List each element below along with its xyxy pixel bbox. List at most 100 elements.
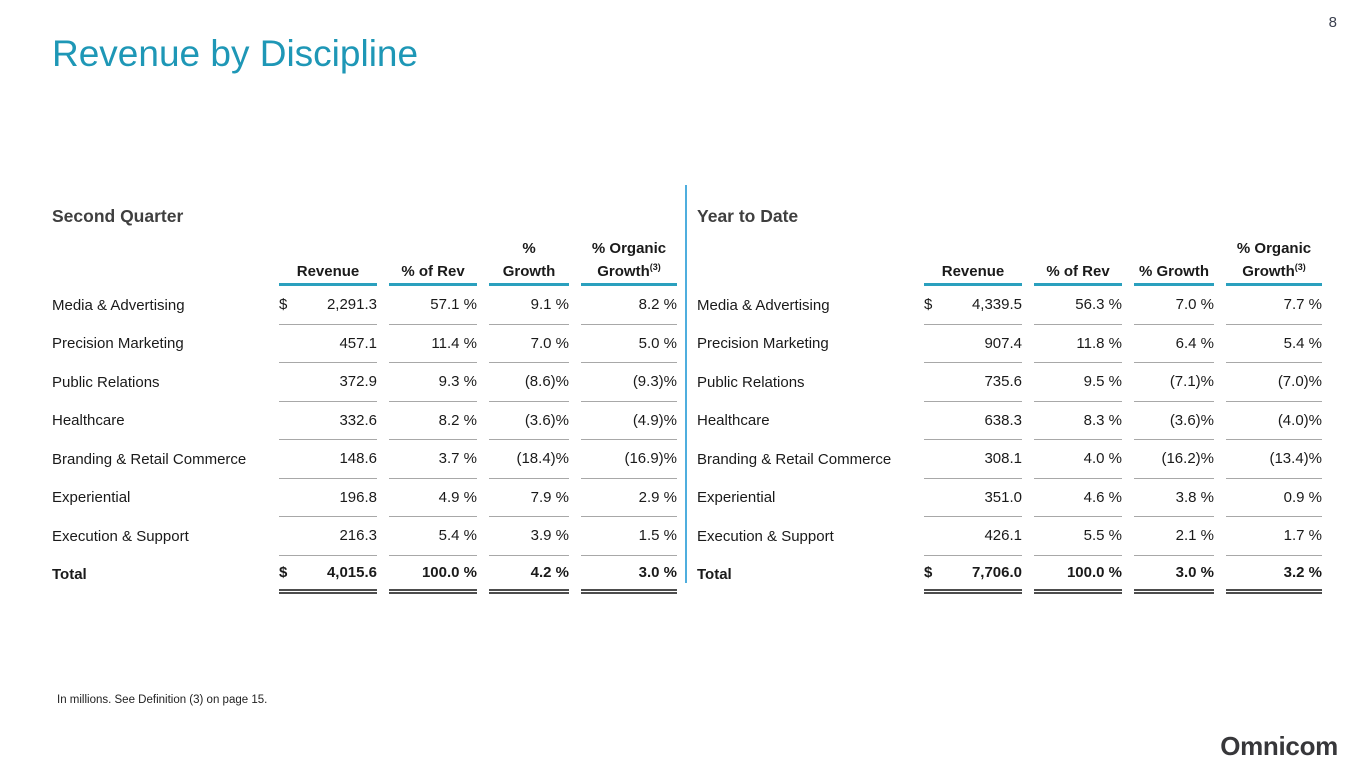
- revenue-cell: 372.9: [279, 363, 377, 402]
- revenue-value: 308.1: [984, 450, 1022, 468]
- pct-of-rev-cell: 9.5 %: [1034, 363, 1122, 402]
- revenue-value: 7,706.0: [971, 563, 1022, 581]
- pct-of-rev-cell: 8.3 %: [1034, 402, 1122, 440]
- revenue-value: 332.6: [339, 411, 377, 429]
- pct-organic-growth-cell: (13.4)%: [1226, 440, 1322, 479]
- column-header: % Growth: [1134, 239, 1214, 286]
- row-label: Branding & Retail Commerce: [697, 450, 892, 468]
- pct-growth-cell: (3.6)%: [1134, 402, 1214, 440]
- pct-of-rev-cell: 11.8 %: [1034, 325, 1122, 363]
- column-header: Revenue: [279, 239, 377, 286]
- column-header: % Growth: [489, 239, 569, 286]
- row-label: Execution & Support: [697, 527, 834, 545]
- column-header-line2: Growth(3): [1242, 262, 1306, 280]
- revenue-value: 148.6: [339, 450, 377, 468]
- pct-organic-growth-cell: (4.9)%: [581, 402, 677, 440]
- revenue-cell: 907.4: [924, 325, 1022, 363]
- revenue-cell: 426.1: [924, 517, 1022, 556]
- omnicom-logo: Omnicom: [1220, 731, 1338, 761]
- column-header-line2: Growth: [502, 263, 556, 280]
- pct-organic-growth-cell: 7.7 %: [1226, 286, 1322, 325]
- table-rows: Media & Advertising $2,291.3 57.1 % 9.1 …: [52, 286, 684, 594]
- page-number: 8: [1328, 14, 1337, 31]
- column-headers: Revenue % of Rev % Growth % Organic Grow…: [697, 239, 1329, 286]
- header-spacer: [697, 239, 912, 286]
- pct-growth-cell: 3.8 %: [1134, 479, 1214, 517]
- pct-growth-cell: (18.4)%: [489, 440, 569, 479]
- row-label: Healthcare: [697, 412, 770, 430]
- row-label: Public Relations: [697, 373, 805, 391]
- column-header-line1: % Organic: [591, 240, 667, 257]
- revenue-value: 216.3: [339, 527, 377, 545]
- pct-of-rev-cell: 5.5 %: [1034, 517, 1122, 556]
- pct-of-rev-cell: 3.7 %: [389, 440, 477, 479]
- revenue-cell: 148.6: [279, 440, 377, 479]
- pct-growth-cell: 9.1 %: [489, 286, 569, 325]
- column-header-line2: Revenue: [941, 263, 1005, 280]
- column-header: % of Rev: [1034, 239, 1122, 286]
- revenue-cell: 457.1: [279, 325, 377, 363]
- table-row: Total $7,706.0 100.0 % 3.0 % 3.2 %: [697, 556, 1329, 594]
- table-row: Branding & Retail Commerce 308.1 4.0 % (…: [697, 440, 1329, 479]
- row-label: Total: [697, 566, 732, 584]
- revenue-value: 351.0: [984, 488, 1022, 506]
- row-label: Experiential: [697, 489, 776, 507]
- pct-organic-growth-cell: (4.0)%: [1226, 402, 1322, 440]
- table-row: Execution & Support 216.3 5.4 % 3.9 % 1.…: [52, 517, 684, 556]
- pct-organic-growth-cell: 5.0 %: [581, 325, 677, 363]
- table-row: Precision Marketing 907.4 11.8 % 6.4 % 5…: [697, 325, 1329, 363]
- column-header-line2: Revenue: [296, 263, 360, 280]
- row-label: Precision Marketing: [52, 335, 184, 353]
- table-row: Experiential 351.0 4.6 % 3.8 % 0.9 %: [697, 479, 1329, 517]
- revenue-value: 2,291.3: [326, 296, 377, 314]
- table-row: Media & Advertising $2,291.3 57.1 % 9.1 …: [52, 286, 684, 325]
- column-header-line2: % Growth: [1139, 263, 1209, 280]
- pct-of-rev-cell: 4.9 %: [389, 479, 477, 517]
- pct-organic-growth-cell: (16.9)%: [581, 440, 677, 479]
- page-title: Revenue by Discipline: [52, 33, 419, 74]
- table-rows: Media & Advertising $4,339.5 56.3 % 7.0 …: [697, 286, 1329, 594]
- revenue-cell: 638.3: [924, 402, 1022, 440]
- row-label: Experiential: [52, 489, 131, 507]
- pct-growth-cell: 7.0 %: [489, 325, 569, 363]
- column-header: % of Rev: [389, 239, 477, 286]
- pct-growth-cell: 3.0 %: [1134, 556, 1214, 594]
- pct-growth-cell: (16.2)%: [1134, 440, 1214, 479]
- pct-growth-cell: 2.1 %: [1134, 517, 1214, 556]
- column-header: % Organic Growth(3): [581, 239, 677, 286]
- revenue-value: 196.8: [339, 488, 377, 506]
- pct-growth-cell: 3.9 %: [489, 517, 569, 556]
- revenue-value: 4,339.5: [971, 296, 1022, 314]
- pct-organic-growth-cell: 0.9 %: [1226, 479, 1322, 517]
- revenue-cell: $7,706.0: [924, 556, 1022, 594]
- table-divider-line: [685, 185, 687, 583]
- footnote-reference: (3): [1294, 262, 1306, 272]
- pct-of-rev-cell: 11.4 %: [389, 325, 477, 363]
- pct-organic-growth-cell: 1.5 %: [581, 517, 677, 556]
- footnote: In millions. See Definition (3) on page …: [57, 694, 268, 706]
- pct-of-rev-cell: 5.4 %: [389, 517, 477, 556]
- pct-growth-cell: (7.1)%: [1134, 363, 1214, 402]
- table-row: Public Relations 372.9 9.3 % (8.6)% (9.3…: [52, 363, 684, 402]
- table-row: Total $4,015.6 100.0 % 4.2 % 3.0 %: [52, 556, 684, 594]
- column-header-line2: % of Rev: [1046, 263, 1110, 280]
- currency-symbol: $: [279, 563, 288, 581]
- column-headers: Revenue % of Rev % Growth % Organic Grow…: [52, 239, 684, 286]
- pct-organic-growth-cell: (9.3)%: [581, 363, 677, 402]
- column-header-line2: % of Rev: [401, 263, 465, 280]
- revenue-value: 4,015.6: [326, 563, 377, 581]
- pct-of-rev-cell: 56.3 %: [1034, 286, 1122, 325]
- revenue-cell: 735.6: [924, 363, 1022, 402]
- row-label: Execution & Support: [52, 527, 189, 545]
- table-row: Branding & Retail Commerce 148.6 3.7 % (…: [52, 440, 684, 479]
- pct-of-rev-cell: 8.2 %: [389, 402, 477, 440]
- pct-growth-cell: (8.6)%: [489, 363, 569, 402]
- column-header: Revenue: [924, 239, 1022, 286]
- row-label: Branding & Retail Commerce: [52, 450, 247, 468]
- pct-organic-growth-cell: 3.0 %: [581, 556, 677, 594]
- year-to-date-table: Year to Date Revenue % of Rev % Growth %…: [697, 205, 1329, 594]
- pct-of-rev-cell: 4.0 %: [1034, 440, 1122, 479]
- pct-growth-cell: 7.9 %: [489, 479, 569, 517]
- pct-of-rev-cell: 4.6 %: [1034, 479, 1122, 517]
